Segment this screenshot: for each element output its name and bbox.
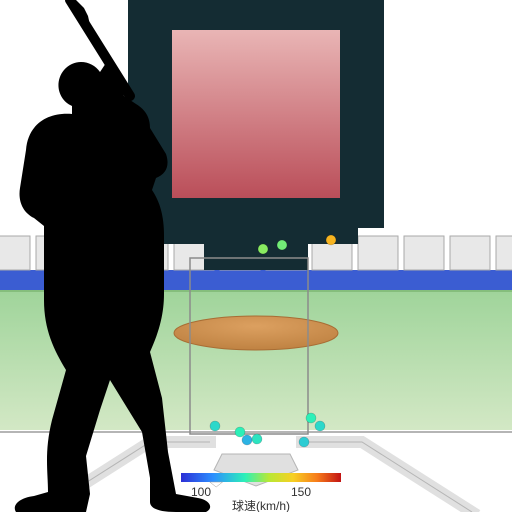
colorbar-title: 球速(km/h) [232, 499, 290, 512]
pitch-marker [277, 240, 287, 250]
pitch-marker [315, 421, 325, 431]
pitch-marker [326, 235, 336, 245]
pitch-marker [235, 427, 245, 437]
pitch-marker [252, 434, 262, 444]
pitch-marker [299, 437, 309, 447]
colorbar-tick-label: 150 [291, 485, 311, 499]
chart-svg: 100 150球速(km/h) [0, 0, 512, 512]
pitch-marker [306, 413, 316, 423]
scoreboard-screen [172, 30, 340, 198]
pitch-location-chart: 100 150球速(km/h) [0, 0, 512, 512]
stand-box [450, 236, 490, 270]
stand-box [496, 236, 512, 270]
stand-box [358, 236, 398, 270]
scoreboard-base [204, 228, 308, 270]
pitch-marker [242, 435, 252, 445]
pitch-marker [258, 244, 268, 254]
colorbar-tick-label: 100 [191, 485, 211, 499]
stand-box [404, 236, 444, 270]
stand-box [0, 236, 30, 270]
colorbar [181, 473, 341, 482]
pitchers-mound [174, 316, 338, 350]
pitch-marker [210, 421, 220, 431]
